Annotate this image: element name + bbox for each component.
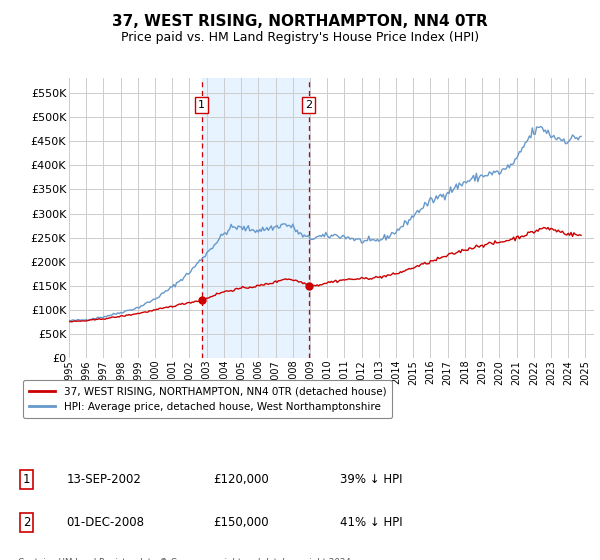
Text: 13-SEP-2002: 13-SEP-2002	[67, 473, 142, 486]
Text: £120,000: £120,000	[214, 473, 269, 486]
Text: 1: 1	[198, 100, 205, 110]
Text: 37, WEST RISING, NORTHAMPTON, NN4 0TR: 37, WEST RISING, NORTHAMPTON, NN4 0TR	[112, 14, 488, 29]
Text: 2: 2	[305, 100, 312, 110]
Text: £150,000: £150,000	[214, 516, 269, 529]
Text: 2: 2	[23, 516, 30, 529]
Text: 41% ↓ HPI: 41% ↓ HPI	[340, 516, 403, 529]
Text: 1: 1	[23, 473, 30, 486]
Bar	[202, 78, 308, 358]
Text: 01-DEC-2008: 01-DEC-2008	[67, 516, 145, 529]
Text: Contains HM Land Registry data © Crown copyright and database right 2024.: Contains HM Land Registry data © Crown c…	[18, 558, 353, 560]
Text: Price paid vs. HM Land Registry's House Price Index (HPI): Price paid vs. HM Land Registry's House …	[121, 31, 479, 44]
Legend: 37, WEST RISING, NORTHAMPTON, NN4 0TR (detached house), HPI: Average price, deta: 37, WEST RISING, NORTHAMPTON, NN4 0TR (d…	[23, 380, 392, 418]
Text: 39% ↓ HPI: 39% ↓ HPI	[340, 473, 403, 486]
